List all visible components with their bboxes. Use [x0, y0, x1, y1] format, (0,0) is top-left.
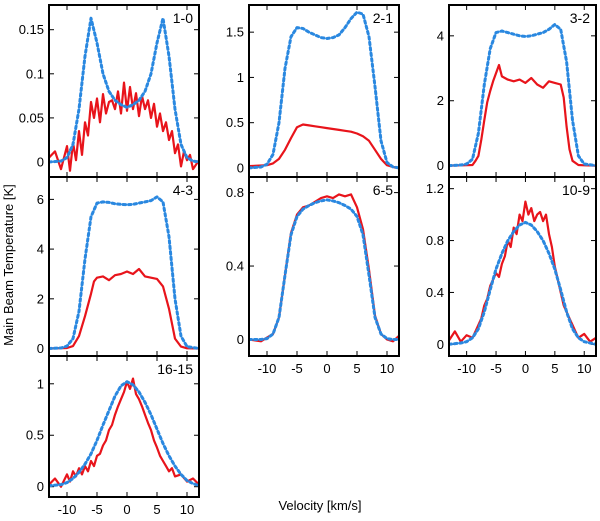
y-tick-label: 0	[37, 155, 44, 170]
panel-frame	[48, 355, 200, 498]
x-tick-label: 10	[577, 361, 591, 376]
y-tick-label: 0	[37, 341, 44, 356]
panel-label-16-15: 16-15	[157, 361, 193, 377]
x-tick-label: -10	[457, 361, 476, 376]
y-tick-label: 2	[37, 291, 44, 306]
x-tick-label: 0	[522, 361, 529, 376]
x-tick-label: -5	[291, 361, 303, 376]
y-tick-label: 0.4	[426, 285, 444, 300]
x-tick-label: -5	[490, 361, 502, 376]
y-tick-label: 0.5	[26, 428, 44, 443]
x-tick-label: 5	[551, 361, 558, 376]
model-line-6-5	[249, 198, 399, 341]
y-tick-label: 6	[37, 192, 44, 207]
y-tick-label: 0	[437, 158, 444, 173]
y-tick-label: 0.8	[426, 233, 444, 248]
x-tick-label: 10	[380, 361, 394, 376]
panel-label-6-5: 6-5	[373, 182, 393, 198]
y-tick-label: 1	[237, 70, 244, 85]
y-tick-label: 4	[37, 242, 44, 257]
model-line-4-3	[49, 195, 199, 350]
y-tick-label: 0	[37, 479, 44, 494]
observed-line-3-2	[449, 63, 596, 167]
x-tick-label: 10	[180, 502, 194, 517]
panel-label-4-3: 4-3	[173, 182, 193, 198]
y-tick-label: 4	[437, 28, 444, 43]
model-line-16-15	[49, 380, 199, 488]
panel-3-2: 0 2 4 3-2	[437, 4, 597, 178]
panel-2-1: 0 0.5 1 1.5 2-1	[226, 4, 400, 178]
y-axis-title: Main Beam Temperature [K]	[1, 184, 16, 346]
panel-label-2-1: 2-1	[373, 10, 393, 26]
x-tick-label: 5	[353, 361, 360, 376]
y-tick-label: 0	[237, 332, 244, 347]
panel-6-5: 0 0.4 0.8 -10 -5 0 5 10 6-5	[226, 176, 400, 376]
panels-group: 00.050.10.151-000.511.52-10243-202464-30…	[19, 4, 597, 517]
observed-line-4-3	[49, 267, 199, 350]
y-tick-label: 0	[437, 337, 444, 352]
y-tick-label: 0.5	[226, 115, 244, 130]
y-tick-label: 1.2	[426, 181, 444, 196]
panel-frame	[448, 176, 597, 357]
panel-label-3-2: 3-2	[570, 10, 590, 26]
y-tick-label: 0.1	[26, 66, 44, 81]
x-tick-label: -10	[258, 361, 277, 376]
model-line-1-0	[49, 16, 199, 164]
x-tick-label: 5	[153, 502, 160, 517]
x-tick-label: 0	[323, 361, 330, 376]
panel-1-0: 0 0.05 0.1 0.15 1-0	[19, 4, 200, 178]
x-axis-title: Velocity [km/s]	[278, 498, 361, 513]
panel-label-10-9: 10-9	[562, 182, 590, 198]
x-tick-label: -10	[58, 502, 77, 517]
y-tick-label: 0	[237, 160, 244, 175]
observed-line-2-1	[249, 123, 399, 169]
y-tick-label: 2	[437, 93, 444, 108]
x-tick-label: 0	[123, 502, 130, 517]
panel-frame	[448, 4, 597, 178]
panel-4-3: 0 2 4 6 4-3	[37, 176, 200, 357]
model-line-2-1	[249, 10, 399, 170]
y-tick-label: 0.8	[226, 185, 244, 200]
panel-label-1-0: 1-0	[173, 10, 193, 26]
observed-line-16-15	[49, 377, 199, 488]
panel-16-15: 0 0.5 1 -10 -5 0 5 10 16-15	[26, 355, 200, 517]
y-tick-label: 0.05	[19, 110, 44, 125]
observed-line-1-0	[49, 81, 199, 172]
y-tick-label: 0.4	[226, 259, 244, 274]
y-tick-label: 1	[37, 376, 44, 391]
y-tick-label: 0.15	[19, 22, 44, 37]
panel-10-9: 0 0.4 0.8 1.2 -10 -5 0 5 10 10-9	[426, 176, 597, 376]
x-tick-label: -5	[91, 502, 103, 517]
y-tick-label: 1.5	[226, 25, 244, 40]
model-line-3-2	[449, 23, 596, 168]
panel-frame	[248, 176, 400, 357]
model-line-10-9	[449, 220, 596, 346]
